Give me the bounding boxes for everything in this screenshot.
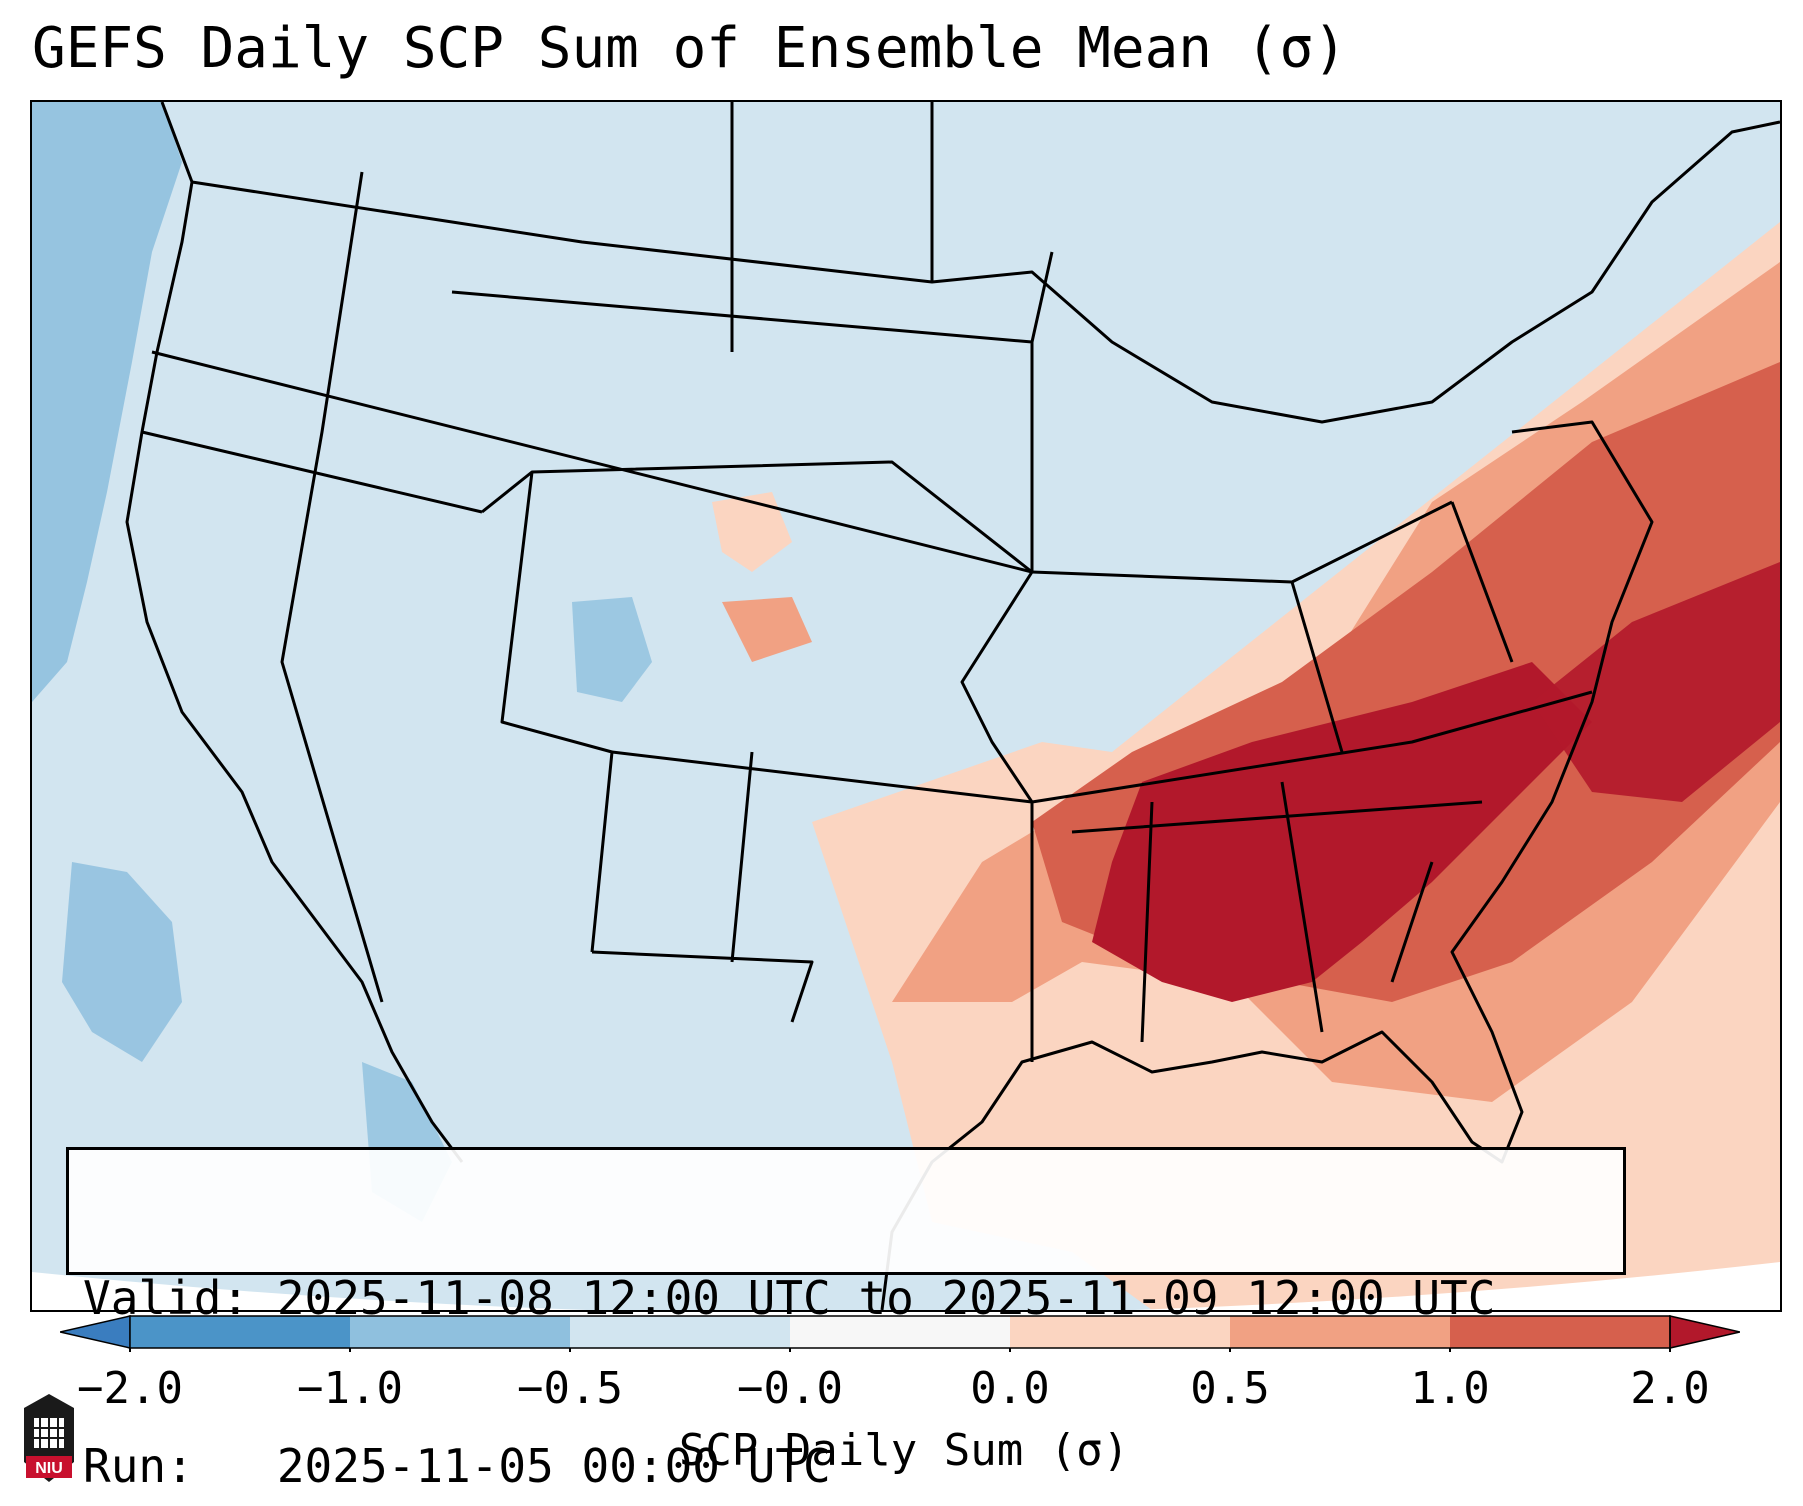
colorbar-tick-label: 0.0 (970, 1363, 1050, 1414)
colorbar-bin (350, 1316, 570, 1348)
niu-logo-icon: NIU (24, 1394, 74, 1482)
colorbar-outline (129, 1315, 1671, 1349)
colorbar-tick-label: 1.0 (1410, 1363, 1490, 1414)
colorbar-bin (790, 1316, 1010, 1348)
validity-info-box: Valid: 2025-11-08 12:00 UTC to 2025-11-0… (66, 1147, 1626, 1493)
colorbar-bin (1450, 1316, 1670, 1348)
colorbar-tick-label: −0.0 (737, 1363, 843, 1414)
niu-logo-text: NIU (35, 1460, 63, 1477)
scp-anomaly-map (32, 102, 1780, 1310)
colorbar-bin (1230, 1316, 1450, 1348)
colorbar-tick-label: 2.0 (1630, 1363, 1710, 1414)
colorbar-tick-label: 0.5 (1190, 1363, 1270, 1414)
colorbar-label: SCP Daily Sum (σ) (678, 1425, 1130, 1476)
colorbar (60, 1315, 1740, 1352)
run-time-text: Run: 2025-11-05 00:00 UTC (83, 1439, 831, 1493)
colorbar-tick-label: −2.0 (77, 1363, 183, 1414)
colorbar-bin (1010, 1316, 1230, 1348)
colorbar-tick-label: −0.5 (517, 1363, 623, 1414)
page-title: GEFS Daily SCP Sum of Ensemble Mean (σ) (32, 16, 1347, 81)
colorbar-bin (130, 1316, 350, 1348)
colorbar-bins (60, 1315, 1740, 1352)
colorbar-extend-high (1669, 1315, 1740, 1349)
colorbar-extend-low (60, 1315, 131, 1349)
map-panel (30, 100, 1782, 1312)
colorbar-bin (570, 1316, 790, 1348)
colorbar-tick-label: −1.0 (297, 1363, 403, 1414)
